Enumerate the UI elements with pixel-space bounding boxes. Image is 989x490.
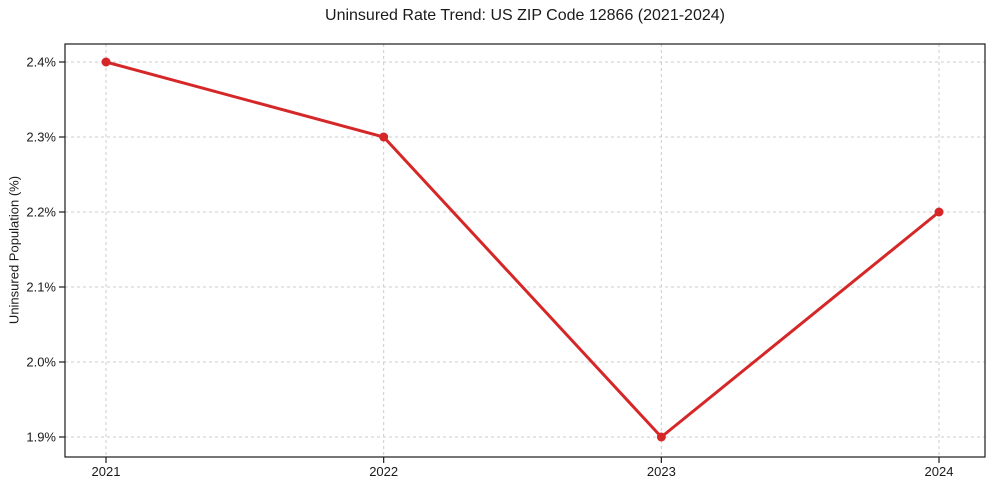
data-point: [379, 132, 389, 142]
y-tick-label: 1.9%: [26, 430, 56, 445]
chart-title: Uninsured Rate Trend: US ZIP Code 12866 …: [325, 7, 725, 24]
y-tick-label: 2.4%: [26, 55, 56, 70]
y-tick-label: 2.1%: [26, 280, 56, 295]
plot-border: [64, 43, 986, 458]
x-tick-label: 2022: [369, 464, 398, 479]
data-point: [934, 207, 944, 217]
y-tick-label: 2.3%: [26, 130, 56, 145]
data-point: [656, 432, 666, 442]
trend-line: [104, 60, 941, 439]
x-tick-label: 2021: [92, 464, 121, 479]
data-point: [101, 57, 111, 67]
x-tick-label: 2023: [647, 464, 676, 479]
y-tick-label: 2.0%: [26, 355, 56, 370]
x-tick-label: 2024: [925, 464, 954, 479]
y-tick-label: 2.2%: [26, 205, 56, 220]
